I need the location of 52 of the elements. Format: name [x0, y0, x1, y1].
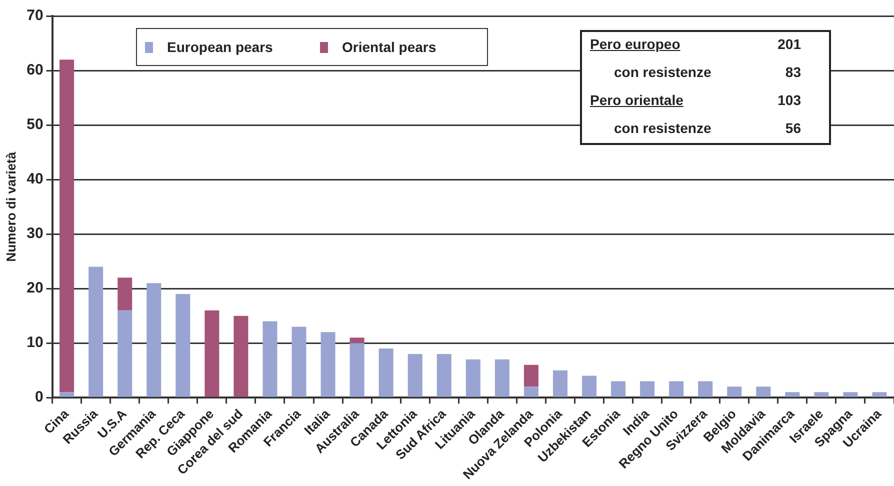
annotation: Pero europeo	[590, 36, 682, 54]
bar	[292, 326, 306, 397]
bar	[524, 364, 538, 387]
bar	[552, 370, 568, 397]
y-tick-label: 40	[26, 170, 44, 188]
bar	[176, 294, 190, 397]
bar	[60, 60, 74, 392]
bar	[843, 392, 858, 397]
bar	[378, 348, 394, 397]
bar	[60, 392, 74, 397]
annotation: 103	[776, 92, 802, 110]
bar	[204, 310, 220, 397]
bar	[350, 338, 364, 344]
y-tick-label: 20	[26, 280, 44, 297]
legend-label: Oriental pears	[342, 39, 436, 55]
bar	[669, 381, 684, 397]
bar	[494, 359, 510, 397]
y-axis-title: Numero di varietà	[3, 151, 18, 262]
bar	[146, 283, 162, 397]
bar	[118, 278, 132, 310]
y-tick-label: 0	[34, 388, 44, 406]
bar	[320, 332, 336, 397]
bar	[234, 316, 248, 397]
bar	[466, 359, 480, 397]
y-tick-label: 50	[26, 116, 44, 134]
bar	[756, 386, 771, 397]
bar	[872, 392, 887, 397]
legend-label: European pears	[167, 39, 273, 55]
annotation: Pero orientale	[590, 92, 684, 110]
bar	[698, 381, 713, 397]
bar	[118, 310, 132, 397]
annotation: 56	[784, 120, 802, 138]
annotation: con resistenze	[613, 120, 712, 138]
bar	[436, 354, 452, 397]
bar	[262, 321, 278, 397]
y-tick-label: 30	[26, 225, 44, 242]
bar	[611, 381, 626, 397]
bar	[524, 386, 538, 397]
annotation: 201	[776, 36, 802, 54]
bar	[582, 376, 596, 397]
bar	[640, 381, 655, 397]
bar	[814, 392, 829, 397]
bar	[88, 266, 104, 397]
annotation: 83	[784, 64, 802, 82]
y-tick-label: 70	[26, 7, 44, 24]
bar	[785, 392, 800, 397]
bar	[727, 386, 742, 397]
y-tick-label: 10	[26, 334, 44, 352]
annotation: con resistenze	[613, 64, 712, 82]
bar	[408, 354, 422, 397]
y-tick-label: 60	[26, 62, 44, 79]
bar	[350, 343, 364, 397]
